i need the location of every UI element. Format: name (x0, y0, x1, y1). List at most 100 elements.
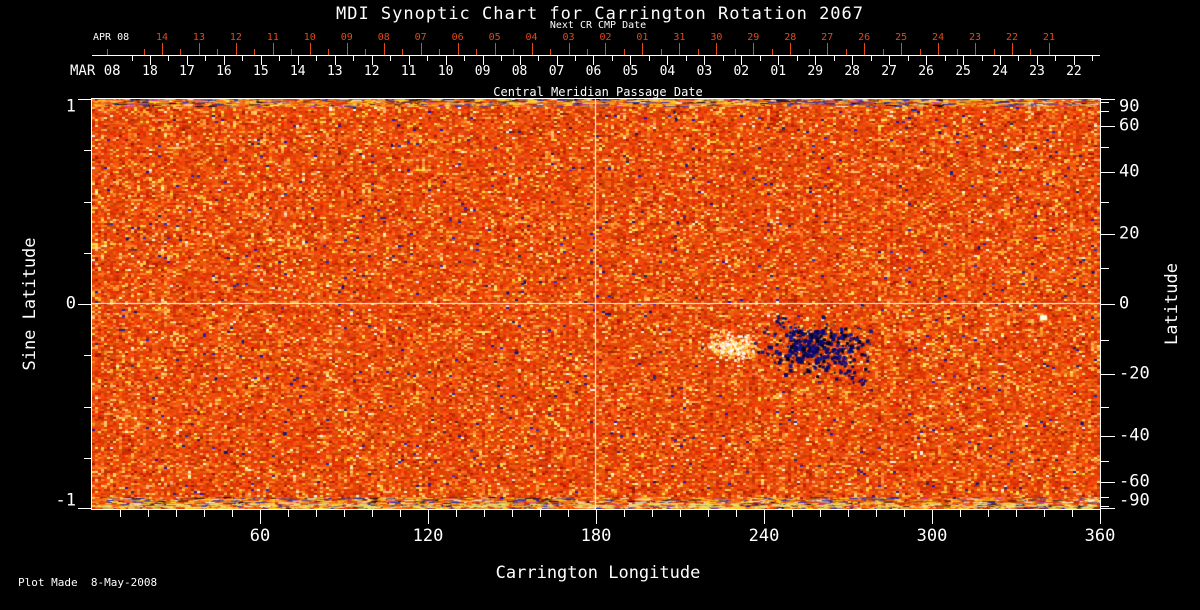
next-cr-day-tick (1011, 43, 1013, 55)
y-right-major-tick (1101, 172, 1115, 173)
x-major-tick (596, 510, 597, 524)
x-major-tick (932, 510, 933, 524)
cmp-day-tick (704, 56, 706, 65)
y-right-major-tick (1101, 508, 1115, 509)
next-cr-halfday-tick (993, 49, 995, 55)
top-axis-line (92, 55, 1100, 56)
x-minor-tick (540, 510, 541, 517)
cmp-day-label: 15 (253, 64, 269, 79)
x-minor-tick (232, 510, 233, 517)
y-right-tick-label: -20 (1119, 363, 1150, 384)
latitude-axis-title: Latitude (1162, 263, 1182, 345)
next-cr-day-tick (457, 43, 459, 55)
cmp-day-label: 14 (289, 64, 306, 79)
next-cr-day-tick (162, 43, 163, 55)
x-minor-tick (1016, 510, 1017, 517)
x-minor-tick (960, 510, 961, 517)
cmp-day-tick (408, 56, 410, 65)
y-left-major-tick (78, 508, 92, 509)
cmp-day-tick (667, 56, 669, 65)
y-left-tick-label: -1 (55, 490, 76, 511)
y-right-major-tick (1101, 126, 1115, 127)
cmp-month-label: MAR 08 (70, 63, 121, 79)
next-cr-halfday-tick (365, 49, 367, 55)
cmp-day-label: 28 (844, 64, 860, 79)
cmp-halfday-tick (1055, 56, 1057, 61)
chart-title: MDI Synoptic Chart for Carrington Rotati… (335, 4, 865, 24)
next-cr-day-label: 21 (1042, 32, 1055, 43)
y-right-minor-tick (1101, 407, 1109, 408)
x-minor-tick (568, 510, 569, 517)
cmp-halfday-tick (944, 56, 946, 61)
next-cr-day-label: 02 (599, 32, 612, 43)
x-major-tick (764, 510, 765, 524)
cmp-halfday-tick (759, 56, 761, 61)
x-minor-tick (624, 510, 625, 517)
next-cr-day-label: 23 (969, 32, 982, 43)
plot-made-note: Plot Made 8-May-2008 (18, 576, 158, 589)
next-cr-day-tick (938, 43, 940, 55)
next-cr-day-tick (346, 43, 348, 55)
y-right-major-tick (1101, 436, 1115, 437)
x-minor-tick (708, 510, 709, 517)
next-cr-halfday-tick (586, 49, 588, 55)
next-cr-day-label: 03 (562, 32, 575, 43)
x-minor-tick (316, 510, 317, 517)
cmp-day-tick (778, 56, 780, 65)
cmp-day-tick (186, 56, 188, 65)
cmp-halfday-tick (907, 56, 909, 61)
next-cr-halfday-tick (882, 49, 884, 55)
next-cr-halfday-tick (1030, 49, 1032, 55)
next-cr-day-label: 05 (488, 32, 501, 43)
x-minor-tick (204, 510, 205, 517)
next-cr-day-tick (679, 43, 681, 55)
y-right-major-tick (1101, 304, 1115, 305)
cmp-day-label: 09 (474, 64, 491, 79)
next-cr-day-tick (420, 43, 422, 55)
next-cr-halfday-tick (476, 49, 478, 55)
y-left-tick-label: 1 (65, 96, 76, 117)
y-right-minor-tick (1101, 340, 1109, 341)
cmp-day-label: 13 (326, 64, 343, 79)
x-minor-tick (484, 510, 485, 517)
x-minor-tick (148, 510, 149, 517)
cmp-day-label: 25 (955, 64, 971, 79)
next-cr-day-tick (790, 43, 792, 55)
longitude-axis-title: Carrington Longitude (495, 563, 701, 583)
cmp-halfday-tick (205, 56, 207, 61)
next-cr-halfday-tick (734, 49, 736, 55)
cmp-halfday-tick (648, 56, 650, 61)
next-cr-day-tick (605, 43, 607, 55)
next-cr-halfday-tick (291, 49, 293, 55)
next-cr-halfday-tick (143, 49, 145, 55)
cmp-day-tick (630, 56, 632, 65)
x-tick-label: 60 (249, 526, 271, 546)
x-minor-tick (792, 510, 793, 517)
cmp-day-label: 01 (770, 64, 787, 79)
cmp-day-label: 24 (992, 64, 1008, 79)
cmp-halfday-tick (870, 56, 872, 61)
next-cr-halfday-tick (660, 49, 662, 55)
next-cr-halfday-tick (402, 49, 404, 55)
cmp-day-tick (297, 56, 299, 65)
plot-frame (91, 98, 1101, 510)
cmp-day-tick (741, 56, 743, 65)
next-cr-day-tick (975, 43, 977, 55)
next-cr-day-tick (383, 43, 385, 55)
cmp-day-tick (593, 56, 595, 65)
y-right-minor-tick (1101, 147, 1109, 148)
next-cr-halfday-tick (328, 49, 330, 55)
next-cr-day-label: 04 (525, 32, 538, 43)
cmp-day-label: 08 (511, 64, 528, 79)
next-cr-halfday-tick (550, 49, 552, 55)
cmp-day-tick (889, 56, 891, 65)
cmp-day-tick (556, 56, 558, 65)
next-cr-day-label: 31 (673, 32, 686, 43)
next-cr-day-tick (901, 43, 903, 55)
cmp-day-label: 12 (363, 64, 380, 79)
cmp-halfday-tick (1018, 56, 1020, 61)
x-major-tick (260, 510, 261, 524)
cmp-day-tick (852, 56, 854, 65)
next-cr-day-label: 06 (451, 32, 464, 43)
